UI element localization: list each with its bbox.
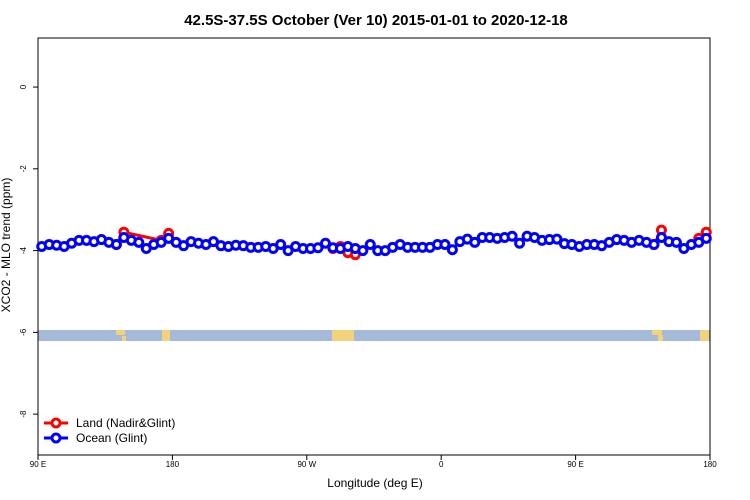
y-tick-label: -8 bbox=[19, 410, 28, 418]
x-tick-label: 0 bbox=[439, 460, 444, 469]
x-tick-label: 180 bbox=[703, 460, 717, 469]
y-tick-label: -2 bbox=[19, 165, 28, 173]
y-tick-label: -4 bbox=[19, 246, 28, 254]
data-point bbox=[364, 238, 376, 250]
x-axis-label: Longitude (deg E) bbox=[327, 476, 422, 490]
data-point bbox=[551, 233, 563, 245]
data-point bbox=[133, 236, 145, 248]
data-point bbox=[439, 238, 451, 250]
x-tick-label: 90 W bbox=[297, 460, 316, 469]
y-axis-label: XCO2 - MLO trend (ppm) bbox=[0, 178, 13, 313]
chart-title: 42.5S-37.5S October (Ver 10) 2015-01-01 … bbox=[184, 12, 568, 29]
data-point bbox=[648, 238, 660, 250]
legend-label: Ocean (Glint) bbox=[76, 431, 147, 445]
y-tick-label: -6 bbox=[19, 328, 28, 336]
data-point bbox=[469, 236, 481, 248]
data-point bbox=[357, 245, 369, 257]
x-tick-label: 90 E bbox=[567, 460, 583, 469]
x-tick-label: 90 E bbox=[30, 460, 46, 469]
legend-label: Land (Nadir&Glint) bbox=[76, 416, 175, 430]
legend-swatch-point bbox=[50, 417, 62, 429]
land-mask-strip bbox=[38, 330, 710, 341]
data-point bbox=[514, 237, 526, 249]
data-point bbox=[312, 242, 324, 254]
data-point bbox=[506, 230, 518, 242]
legend-swatch-point bbox=[50, 432, 62, 444]
x-tick-label: 180 bbox=[166, 460, 180, 469]
y-tick-label: 0 bbox=[19, 84, 28, 89]
data-point bbox=[700, 232, 712, 244]
data-point bbox=[275, 238, 287, 250]
data-point bbox=[110, 238, 122, 250]
data-point bbox=[670, 236, 682, 248]
data-point bbox=[446, 244, 458, 256]
data-point bbox=[319, 237, 331, 249]
